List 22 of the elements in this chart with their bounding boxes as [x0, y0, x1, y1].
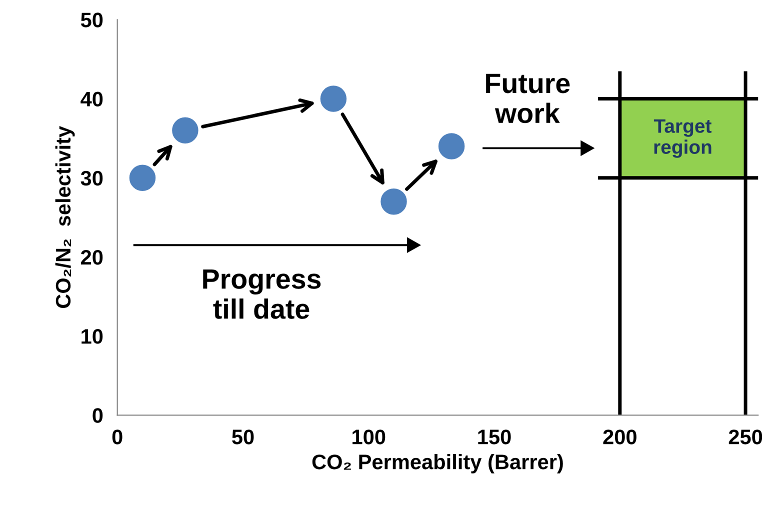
x-tick-label: 100: [352, 430, 386, 444]
y-axis-title: CO₂/N₂ selectivity: [55, 126, 75, 308]
y-tick-label: 30: [80, 170, 103, 186]
point: [438, 133, 465, 160]
point: [172, 117, 198, 144]
y-tick-label: 0: [92, 408, 103, 423]
point: [129, 164, 156, 191]
x-tick-label: 200: [603, 430, 636, 444]
x-axis-title: CO₂ Permeability (Barrer): [312, 454, 563, 474]
y-tick-label: 40: [80, 92, 103, 106]
x-tick-label: 250: [728, 430, 762, 444]
x-tick-label: 150: [478, 430, 511, 444]
x-tick-label: 0: [112, 430, 122, 444]
y-tick-label: 50: [80, 12, 103, 28]
point: [320, 86, 347, 112]
point: [380, 188, 407, 215]
annotation: Future work: [486, 74, 570, 124]
y-tick-label: 10: [82, 329, 103, 344]
annotation: Progress till date: [203, 269, 321, 319]
band-label: Target region: [654, 119, 712, 158]
x-tick-label: 50: [232, 430, 254, 444]
y-tick-label: 20: [81, 250, 103, 265]
